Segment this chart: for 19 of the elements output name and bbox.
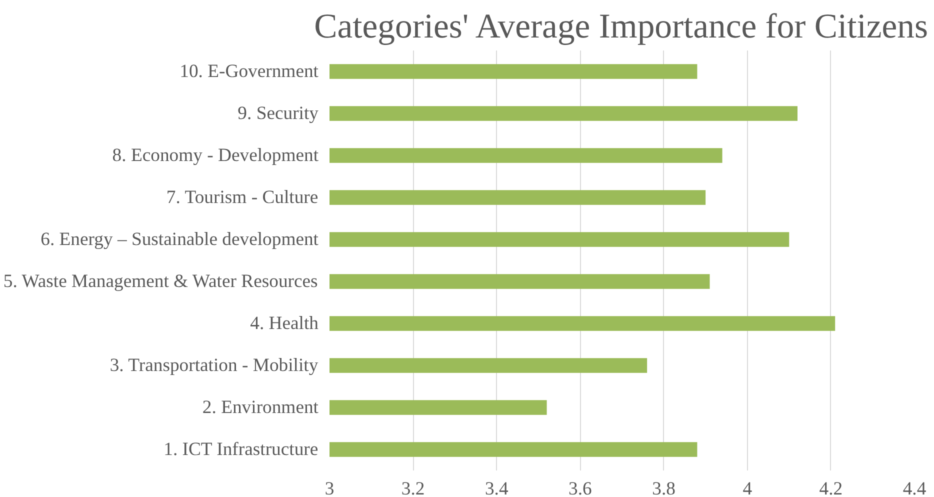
x-tick-label: 4.2 [819, 478, 843, 497]
x-tick-label: 3.6 [568, 478, 592, 497]
chart-title: Categories' Average Importance for Citizens [314, 8, 928, 46]
y-tick-label: 2. Environment [202, 397, 320, 418]
x-tick-label: 3.8 [652, 478, 676, 497]
y-tick-label: 3. Transportation - Mobility [110, 355, 319, 376]
y-tick-label: 5. Waste Management & Water Resources [3, 271, 318, 292]
x-tick-label: 3 [324, 478, 334, 497]
y-tick-label: 10. E-Government [180, 61, 320, 82]
x-tick-label: 4 [742, 478, 753, 497]
y-tick-label: 9. Security [238, 103, 320, 124]
y-tick-label: 8. Economy - Development [112, 145, 320, 166]
y-tick-label: 6. Energy – Sustainable development [40, 229, 320, 250]
x-tick-label: 3.4 [484, 478, 509, 497]
x-tick-label: 3.2 [401, 478, 425, 497]
x-tick-label: 4.4 [902, 478, 927, 497]
y-tick-label: 4. Health [250, 313, 320, 334]
y-tick-label: 1. ICT Infrastructure [164, 439, 318, 460]
y-tick-label: 7. Tourism - Culture [166, 187, 318, 208]
